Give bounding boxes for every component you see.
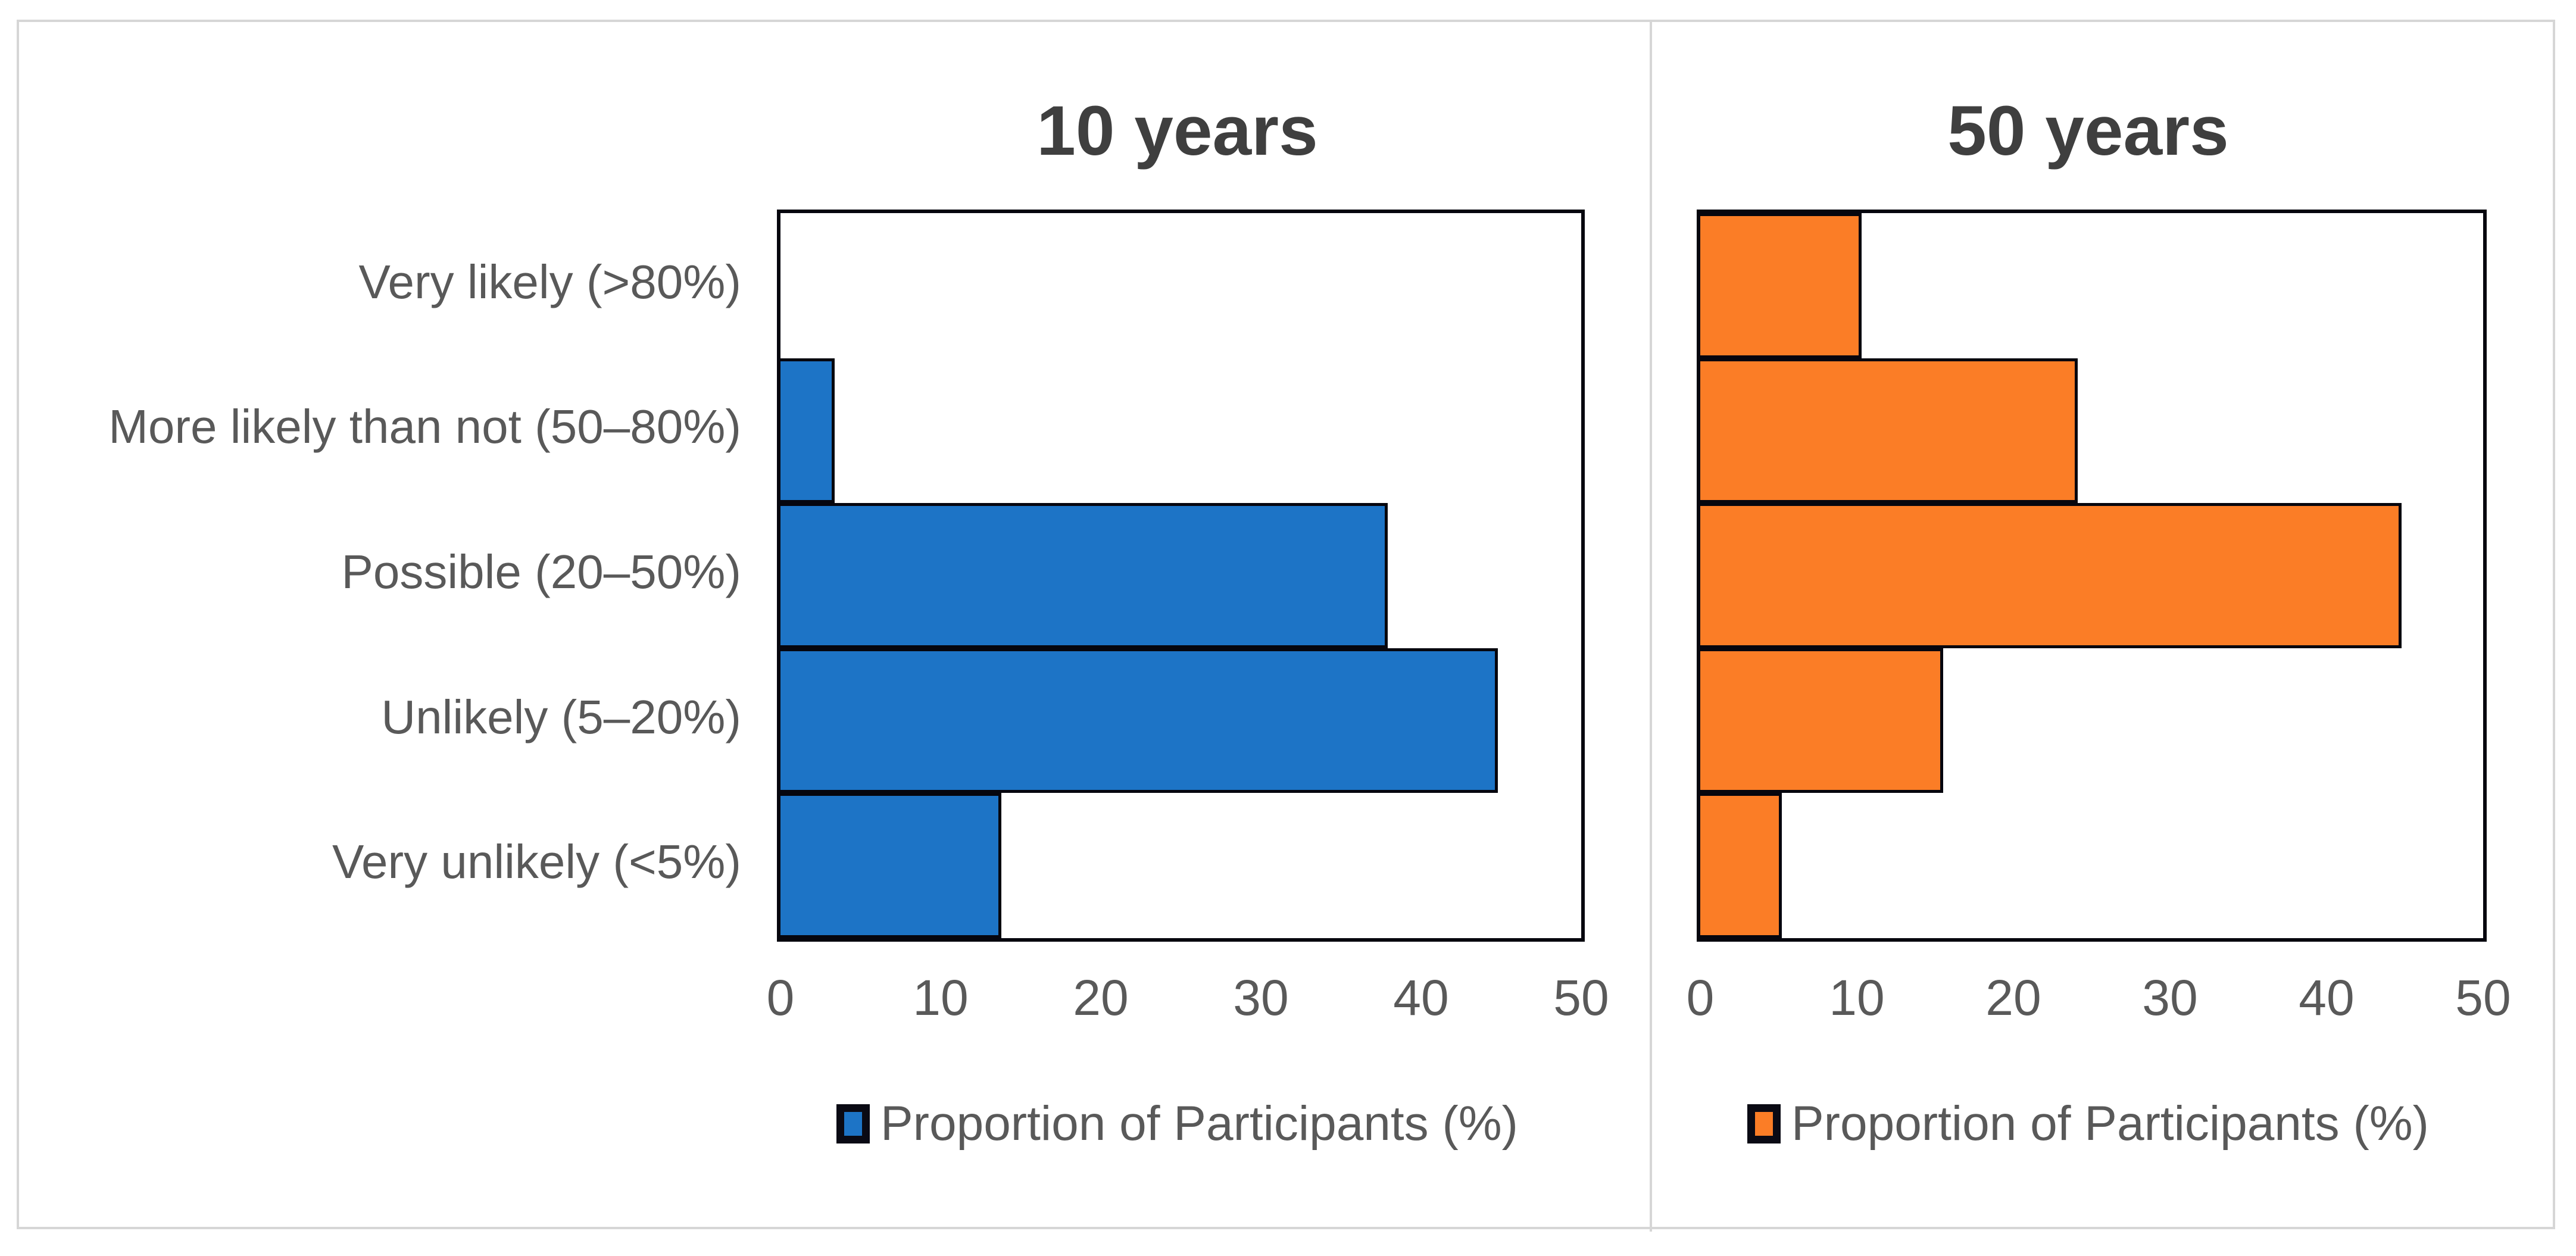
bar-50-years-3 — [1700, 648, 1943, 793]
chart-title-10-years: 10 years — [1036, 92, 1318, 170]
x-tick-label: 0 — [1686, 970, 1715, 1026]
x-tick-label: 40 — [1393, 970, 1449, 1026]
bar-10-years-1 — [780, 358, 835, 504]
panel-divider — [1650, 22, 1652, 1232]
category-label-3: Unlikely (5–20%) — [381, 690, 741, 743]
legend-swatch-icon — [1747, 1104, 1781, 1143]
legend-label: Proportion of Participants (%) — [880, 1096, 1518, 1151]
category-label-1: More likely than not (50–80%) — [108, 400, 741, 454]
x-tick-label: 30 — [2142, 970, 2198, 1026]
bar-50-years-2 — [1700, 503, 2402, 648]
bar-10-years-3 — [780, 648, 1498, 793]
x-tick-label: 10 — [913, 970, 969, 1026]
legend-10-years: Proportion of Participants (%) — [777, 1088, 1578, 1160]
legend-label: Proportion of Participants (%) — [1791, 1096, 2429, 1151]
bar-10-years-2 — [780, 503, 1388, 648]
x-tick-label: 50 — [1553, 970, 1609, 1026]
legend-swatch-icon — [836, 1104, 870, 1143]
bar-50-years-4 — [1700, 793, 1782, 938]
x-tick-label: 40 — [2299, 970, 2355, 1026]
plot-area-10-years — [777, 210, 1585, 942]
chart-title-50-years: 50 years — [1947, 92, 2229, 170]
x-tick-label: 20 — [1073, 970, 1129, 1026]
category-label-4: Very unlikely (<5%) — [332, 835, 741, 889]
category-label-2: Possible (20–50%) — [341, 545, 741, 598]
x-tick-label: 30 — [1233, 970, 1289, 1026]
x-tick-label: 20 — [1985, 970, 2041, 1026]
bar-50-years-0 — [1700, 213, 1862, 358]
bar-50-years-1 — [1700, 358, 2078, 504]
legend-50-years: Proportion of Participants (%) — [1697, 1088, 2480, 1160]
x-tick-label: 0 — [766, 970, 795, 1026]
x-tick-label: 10 — [1829, 970, 1885, 1026]
plot-area-50-years — [1697, 210, 2487, 942]
bar-10-years-4 — [780, 793, 1002, 938]
x-tick-label: 50 — [2455, 970, 2511, 1026]
category-label-0: Very likely (>80%) — [358, 255, 741, 308]
